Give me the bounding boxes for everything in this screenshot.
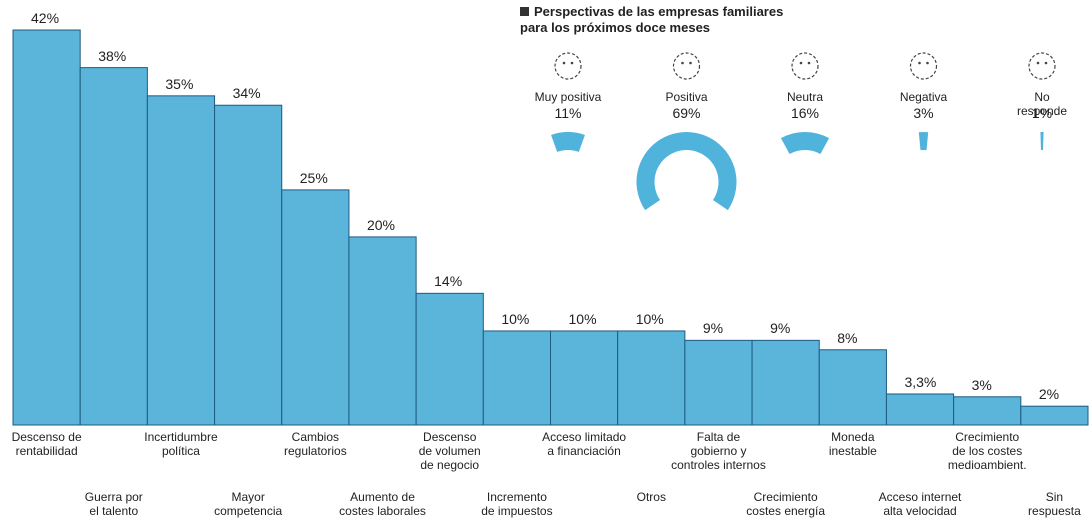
face-icon (791, 52, 819, 80)
face-icon (554, 52, 582, 80)
category-label: Mayor competencia (214, 490, 283, 518)
category-label: Moneda inestable (828, 430, 877, 458)
donut-title: Perspectivas de las empresas familiares … (520, 4, 784, 35)
value-label: 3,3% (904, 373, 937, 390)
bar (415, 292, 484, 426)
bar (885, 393, 955, 426)
category-label: Aumento de costes laborales (339, 490, 426, 518)
bar (12, 29, 81, 426)
value-label: 9% (702, 320, 724, 337)
value-label: 3% (913, 105, 934, 121)
value-label: 1% (1031, 105, 1053, 121)
value-label: 14% (434, 273, 463, 290)
value-label: 42% (31, 10, 60, 26)
value-label: 10% (501, 310, 530, 327)
face-eye (926, 61, 929, 65)
category-label: Acceso internet alta velocidad (878, 490, 962, 518)
face-eye (918, 61, 921, 65)
category-label: Neutra (786, 90, 824, 104)
value-label: 9% (770, 320, 791, 337)
category-label: Muy positiva (534, 90, 602, 104)
bar (550, 330, 619, 426)
bar (953, 396, 1022, 426)
bar (684, 339, 753, 426)
category-label: Crecimiento costes energía (746, 490, 826, 518)
bar (1020, 405, 1089, 426)
value-label: 8% (837, 329, 858, 346)
face-eye (807, 61, 811, 65)
category-label: Incremento de impuestos (481, 490, 553, 518)
face-eye (799, 61, 803, 65)
value-label: 16% (790, 105, 820, 121)
donut-arc (918, 132, 929, 151)
value-label: 3% (971, 376, 992, 393)
value-label: 11% (554, 105, 582, 121)
donut-arc (636, 131, 737, 211)
bar (281, 189, 350, 426)
donut-arc (551, 132, 585, 152)
face-eye (1036, 61, 1040, 65)
bar (818, 349, 887, 426)
donut-arc (780, 131, 830, 154)
category-label: Positiva (665, 90, 708, 104)
category-label: Guerra por el talento (84, 490, 143, 518)
category-label: Descenso de rentabilidad (11, 430, 82, 458)
face-eye (562, 61, 566, 65)
face-eye (570, 61, 574, 65)
face-eye (681, 61, 684, 65)
bar (751, 339, 820, 426)
donut-arc (1040, 132, 1044, 151)
value-label: 2% (1038, 386, 1060, 403)
bar (79, 67, 148, 426)
bar (348, 236, 417, 426)
value-label: 10% (568, 310, 597, 327)
category-label: Falta de gobierno y controles internos (671, 430, 766, 472)
category-label: Acceso limitado a financiación (542, 430, 627, 458)
value-label: 69% (672, 105, 701, 121)
value-label: 34% (232, 85, 261, 102)
bar (214, 104, 283, 426)
value-label: 20% (366, 216, 395, 233)
bar (146, 95, 216, 426)
category-label: Sin respuesta (1028, 490, 1081, 518)
category-label: Otros (636, 490, 666, 504)
value-label: 10% (635, 310, 664, 327)
face-icon (672, 52, 701, 80)
face-eye (689, 61, 692, 65)
value-label: 35% (165, 75, 194, 92)
category-label: Incertidumbre política (144, 430, 218, 458)
face-icon (1028, 52, 1056, 80)
category-label: Cambios regulatorios (283, 430, 347, 458)
category-label: Negativa (899, 90, 948, 104)
value-label: 25% (299, 169, 328, 186)
category-label: Crecimiento de los costes medioambient. (947, 430, 1027, 472)
category-label: Descenso de volumen de negocio (418, 430, 481, 472)
value-label: 38% (98, 47, 127, 64)
bar (617, 330, 686, 426)
category-label: No responde (1016, 90, 1068, 118)
bar (482, 330, 551, 426)
face-eye (1044, 61, 1048, 65)
face-icon (909, 52, 938, 80)
